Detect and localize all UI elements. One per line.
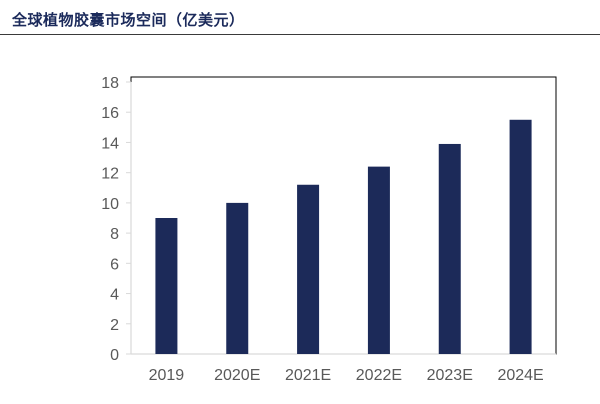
- bar-2023E: [438, 143, 461, 354]
- x-tick-label: 2022E: [356, 367, 402, 384]
- y-tick-label: 0: [110, 347, 119, 364]
- chart-header: 全球植物胶囊市场空间（亿美元）: [0, 0, 600, 36]
- bar-2019: [155, 218, 178, 354]
- y-tick-label: 10: [101, 196, 119, 213]
- bar-chart: 0 2 4 6 8 10 12 14 16 18 2019 2020E 2021E 2022E 2023E 2…: [101, 75, 557, 384]
- x-tick-label: 2024E: [497, 367, 543, 384]
- y-tick-label: 18: [101, 75, 119, 92]
- x-tick-label: 2019: [149, 367, 185, 384]
- x-tick-label: 2020E: [214, 367, 260, 384]
- y-tick-label: 12: [101, 166, 119, 183]
- y-tick-label: 8: [110, 226, 119, 243]
- bar-2024E: [509, 119, 532, 355]
- chart-title: 全球植物胶囊市场空间（亿美元）: [12, 11, 245, 29]
- y-tick-label: 6: [110, 256, 119, 273]
- y-tick-label: 16: [101, 105, 119, 122]
- bar-2022E: [367, 166, 390, 354]
- x-tick-label: 2023E: [427, 367, 473, 384]
- bar-2021E: [297, 184, 320, 354]
- y-tick-label: 14: [101, 135, 119, 152]
- chart-area: 0 2 4 6 8 10 12 14 16 18 2019 2020E 2021E 2022E 2023E 2…: [0, 40, 600, 400]
- chart-frame: [130, 76, 557, 355]
- bar-2020E: [226, 202, 249, 354]
- y-tick-label: 2: [110, 317, 119, 334]
- title-divider: [0, 34, 600, 35]
- x-tick-label: 2021E: [285, 367, 331, 384]
- y-tick-label: 4: [110, 287, 119, 304]
